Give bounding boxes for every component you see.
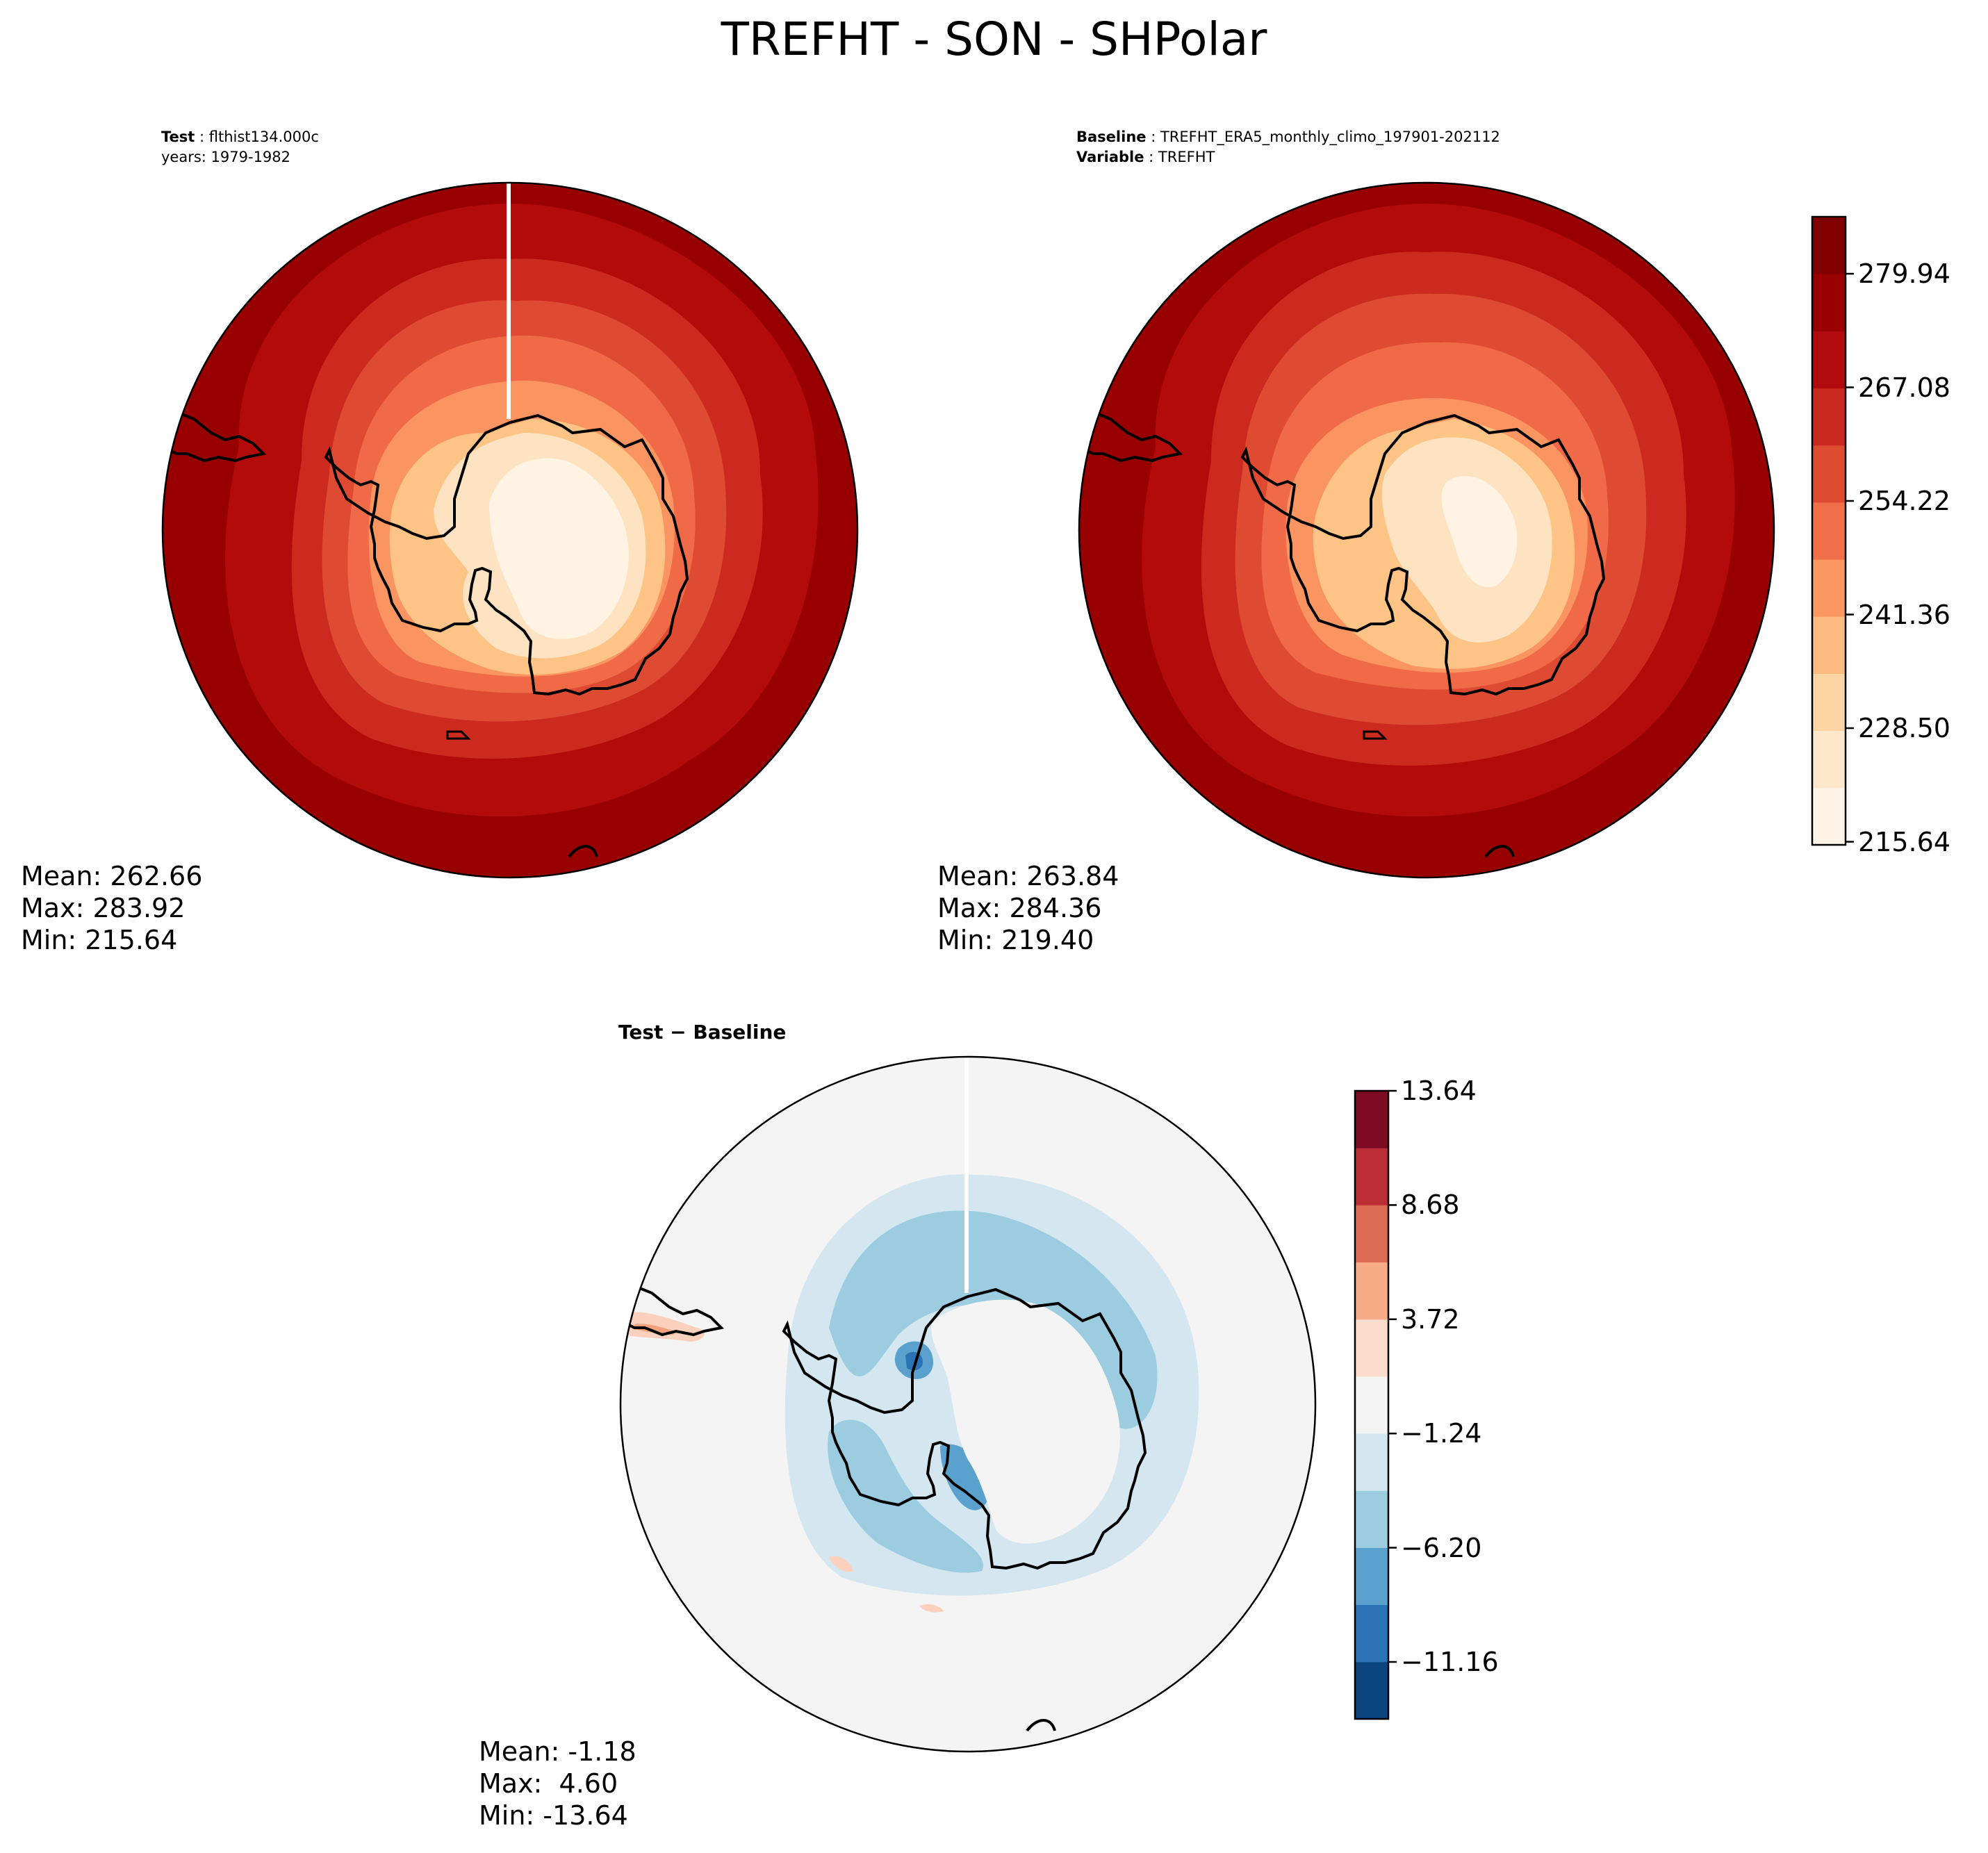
near-zero-band (931, 1299, 1120, 1544)
test-mean: Mean: 262.66 (21, 861, 203, 891)
missing-data-seam (964, 1057, 969, 1293)
test-case-name: flthist134.000c (208, 129, 319, 145)
baseline-case-name: TREFHT_ERA5_monthly_climo_197901-202112 (1160, 129, 1500, 145)
colorbar-border (1811, 215, 1847, 846)
colorbar-segment (1355, 1205, 1388, 1263)
colorbar-segment (1812, 616, 1846, 674)
ice-band-3 (1441, 476, 1518, 587)
colorbar-segment (1355, 1376, 1388, 1434)
map-boundary (161, 181, 859, 879)
colorbar-segment (1355, 1604, 1388, 1663)
diff-max: Max: 4.60 (479, 1768, 618, 1799)
map-boundary (1078, 181, 1775, 879)
colorbar-segment (1812, 331, 1846, 389)
colorbar-segment (1355, 1661, 1388, 1720)
island-coastline (1363, 730, 1388, 740)
colorbar-tick-label: 8.68 (1401, 1189, 1460, 1221)
baseline-min: Min: 219.40 (937, 925, 1094, 955)
variable-label: Variable (1076, 149, 1144, 165)
colorbar-segment (1812, 445, 1846, 503)
test-years: years: 1979-1982 (161, 149, 291, 165)
figure-title: TREFHT - SON - SHPolar (721, 13, 1267, 66)
new-zealand-coastline (568, 845, 598, 858)
colorbar-segment (1355, 1262, 1388, 1320)
colorbar-tick-label: 3.72 (1401, 1303, 1460, 1335)
baseline-max: Max: 284.36 (937, 893, 1102, 923)
baseline-stats: Mean: 263.84 Max: 284.36 Min: 219.40 (937, 860, 1119, 956)
diff-band-mid-blue (829, 1210, 1158, 1429)
new-zealand-coastline (1026, 1719, 1056, 1732)
colorbar-border (1354, 1089, 1390, 1720)
colorbar-segment (1355, 1433, 1388, 1491)
baseline-map (1078, 181, 1775, 879)
island-coastline (446, 730, 471, 740)
colorbar-tick-label: 215.64 (1858, 826, 1950, 857)
test-label: Test (161, 129, 195, 145)
colorbar-tick-label: −11.16 (1401, 1647, 1499, 1677)
colorbar-segment (1355, 1490, 1388, 1548)
colorbar-segment (1355, 1547, 1388, 1606)
colorbar-segment (1812, 502, 1846, 560)
test-panel-title: Test : flthist134.000c years: 1979-1982 (161, 129, 319, 165)
baseline-panel-title: Baseline : TREFHT_ERA5_monthly_climo_197… (1076, 129, 1500, 165)
colorbar-tick-label: 267.08 (1858, 372, 1950, 403)
diff-band-mid-blue (828, 1419, 983, 1573)
diff-band-light-warm (919, 1604, 944, 1613)
difference-stats: Mean: -1.18 Max: 4.60 Min: -13.64 (479, 1736, 636, 1831)
test-max: Max: 283.92 (21, 893, 186, 923)
variable-name: TREFHT (1158, 149, 1215, 165)
difference-panel-title: Test − Baseline (618, 1021, 787, 1044)
difference-map (619, 1055, 1317, 1753)
map-boundary (619, 1055, 1317, 1753)
test-map (161, 181, 859, 879)
colorbar-tick-label: 254.22 (1858, 486, 1950, 516)
test-min: Min: 215.64 (21, 925, 178, 955)
colorbar-segment (1355, 1148, 1388, 1205)
baseline-label: Baseline (1076, 129, 1147, 145)
colorbar-tick-label: 13.64 (1401, 1076, 1477, 1106)
diff-mean: Mean: -1.18 (479, 1736, 636, 1767)
colorbar-tick-label: 241.36 (1858, 599, 1950, 630)
missing-data-seam (507, 183, 511, 419)
colorbar-segment (1812, 559, 1846, 617)
colorbar-segment (1355, 1319, 1388, 1377)
diff-band-light-warm (621, 1312, 705, 1342)
colorbar-segment (1812, 388, 1846, 446)
test-stats: Mean: 262.66 Max: 283.92 Min: 215.64 (21, 860, 202, 956)
ice-band-3 (489, 458, 629, 639)
colorbar-tick-label: 279.94 (1858, 258, 1950, 289)
diff-min: Min: -13.64 (479, 1800, 628, 1831)
baseline-mean: Mean: 263.84 (937, 861, 1119, 891)
colorbar-segment (1812, 673, 1846, 732)
difference-colorbar (1354, 1089, 1397, 1720)
colorbar-tick-label: −1.24 (1401, 1418, 1482, 1449)
colorbar-segment (1812, 274, 1846, 331)
colorbar-segment (1812, 730, 1846, 789)
diff-band-light-warm (829, 1556, 853, 1572)
colorbar-segment (1812, 787, 1846, 846)
new-zealand-coastline (1484, 845, 1515, 858)
main-colorbar (1811, 215, 1854, 846)
colorbar-tick-label: −6.20 (1401, 1532, 1482, 1563)
colorbar-segment (1355, 1091, 1388, 1148)
colorbar-segment (1812, 217, 1846, 274)
colorbar-tick-label: 228.50 (1858, 713, 1950, 743)
